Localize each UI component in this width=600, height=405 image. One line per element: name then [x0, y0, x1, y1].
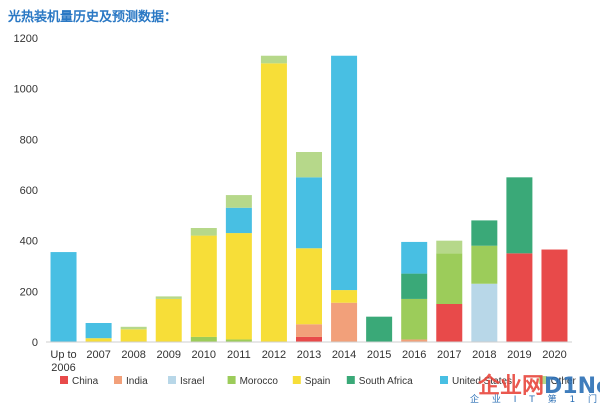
bar-segment [331, 290, 358, 303]
bar-segment [541, 249, 568, 342]
bar-segment [155, 298, 182, 342]
legend: China India Israel Morocco Spain South Africa… [60, 376, 576, 387]
bar-segment [331, 302, 358, 342]
bar-segment [436, 253, 463, 304]
bar-segment [401, 241, 428, 274]
bar-segment [225, 233, 252, 340]
bar-segment [190, 235, 217, 337]
bar-segment [436, 240, 463, 254]
legend-swatch [440, 376, 448, 384]
bar-segment [296, 152, 322, 178]
x-tick-label: 2018 [472, 349, 496, 361]
watermark-subtitle: 企 业 I T 第 1 门 户 [470, 395, 600, 405]
legend-label: Spain [305, 376, 331, 387]
bar-segment [260, 63, 287, 342]
x-axis: Up to 2006 2007 2008 2009 2010 2011 2012 2013 201… [50, 349, 566, 374]
bar-segment [471, 220, 498, 246]
bar-segment [120, 329, 147, 342]
bar-segment [401, 273, 428, 299]
bar-segment [225, 195, 252, 208]
bar-segment [190, 228, 217, 236]
watermark-logo: 企业网D1Net [478, 368, 600, 400]
legend-swatch [168, 376, 176, 384]
bar-segment [296, 336, 322, 342]
x-tick-label: 2013 [297, 349, 321, 361]
legend-swatch [292, 376, 301, 384]
y-tick-label: 1000 [14, 84, 38, 96]
y-tick-label: 600 [20, 185, 38, 197]
bar-segment [471, 283, 498, 342]
x-tick-label: 2016 [402, 349, 426, 361]
page-title: 光热装机量历史及预测数据： [8, 10, 178, 25]
y-tick-label: 1200 [14, 33, 38, 45]
y-tick-label: 400 [20, 236, 38, 248]
legend-label: India [126, 376, 148, 387]
x-tick-label: 2011 [227, 349, 251, 361]
bar-segment [50, 252, 77, 342]
bars-group [46, 55, 572, 343]
bar-segment [506, 253, 533, 342]
legend-label: Israel [180, 376, 204, 387]
legend-swatch [114, 376, 122, 384]
bar-segment [190, 336, 217, 342]
x-tick-label: 2009 [156, 349, 180, 361]
bar-segment [401, 298, 428, 340]
bar-segment [85, 338, 112, 342]
bar-segment [471, 245, 498, 284]
bar-segment [296, 324, 322, 337]
legend-label: Morocco [240, 376, 279, 387]
legend-swatch [538, 376, 547, 384]
bar-segment [401, 339, 428, 342]
x-tick-label: 2019 [507, 349, 531, 361]
x-tick-label: 2008 [121, 349, 145, 361]
legend-swatch [227, 376, 236, 384]
watermark-main-a: 企业网 [478, 374, 545, 399]
bar-segment [296, 248, 322, 325]
y-tick-label: 800 [20, 134, 38, 146]
x-tick-label: 2010 [192, 349, 216, 361]
bar-segment [155, 296, 182, 299]
y-axis: 0 200 400 600 800 1000 1200 [14, 33, 38, 349]
legend-label: Other [551, 376, 577, 387]
x-tick-label: 2014 [332, 349, 356, 361]
bar-segment [260, 55, 287, 64]
bar-segment [296, 177, 322, 249]
y-tick-label: 0 [32, 337, 38, 349]
bar-segment [436, 304, 463, 342]
bar-segment [366, 316, 393, 342]
legend-swatch [60, 376, 68, 384]
legend-label: United States [452, 376, 512, 387]
bar-segment [506, 177, 533, 254]
legend-label: South Africa [359, 376, 413, 387]
bar-segment [120, 326, 147, 330]
x-tick-label: Up to 2006 [50, 349, 76, 374]
legend-label: China [72, 376, 99, 387]
x-tick-label: 2015 [367, 349, 391, 361]
bar-segment [331, 55, 358, 291]
bar-segment [225, 339, 252, 342]
watermark-main-b: D1Net [544, 374, 600, 399]
x-tick-label: 2012 [262, 349, 286, 361]
y-tick-label: 200 [20, 286, 38, 298]
x-tick-label: 2007 [86, 349, 110, 361]
legend-swatch [346, 376, 355, 384]
x-tick-label: 2017 [437, 349, 461, 361]
x-tick-label: 2020 [542, 349, 566, 361]
bar-segment [225, 207, 252, 234]
bar-segment [85, 323, 112, 339]
